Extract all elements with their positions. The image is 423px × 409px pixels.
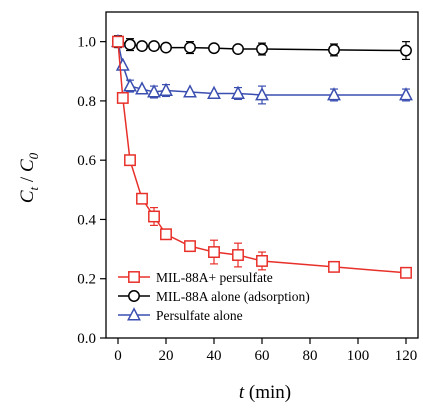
legend-item: MIL-88A+ persulfate	[118, 270, 273, 285]
data-point	[148, 210, 160, 223]
data-point	[256, 254, 268, 267]
data-point	[136, 40, 148, 53]
data-point	[184, 41, 196, 54]
x-axis-unit: (min)	[244, 382, 291, 403]
data-point	[123, 78, 137, 92]
data-point	[232, 43, 244, 55]
y-tick-label: 0.8	[77, 94, 96, 110]
legend-item: Persulfate alone	[118, 307, 243, 323]
y-axis-sub-t: t	[26, 186, 41, 190]
x-tick-label: 100	[347, 348, 370, 364]
data-point	[147, 84, 161, 98]
legend-item: MIL-88A alone (adsorption)	[118, 289, 310, 304]
series-circle	[112, 35, 412, 61]
data-point	[207, 85, 221, 99]
data-point	[184, 240, 196, 253]
data-point	[159, 82, 173, 96]
y-tick-label: 0.4	[77, 212, 96, 228]
x-axis-var: t	[239, 382, 245, 403]
data-point	[112, 35, 124, 48]
series-layer	[111, 33, 413, 279]
y-tick-label: 1.0	[77, 35, 96, 51]
x-tick-label: 0	[114, 348, 122, 364]
legend-marker	[128, 290, 140, 302]
data-point	[116, 91, 129, 104]
x-tick-label: 120	[395, 348, 418, 364]
data-point	[124, 154, 136, 167]
data-point	[399, 87, 413, 101]
y-axis-sub-0: 0	[26, 152, 41, 159]
legend-label: Persulfate alone	[156, 308, 243, 323]
x-tick-label: 40	[207, 348, 222, 364]
data-point	[327, 87, 341, 101]
data-point	[208, 246, 220, 259]
data-point	[160, 41, 172, 54]
x-tick-label: 80	[303, 348, 318, 364]
legend: MIL-88A+ persulfate MIL-88A alone (adsorp…	[118, 270, 310, 323]
data-point	[136, 192, 148, 205]
y-axis-var-2: C	[17, 159, 38, 172]
legend-label: MIL-88A+ persulfate	[156, 270, 273, 285]
data-point	[208, 42, 220, 55]
data-point	[328, 43, 340, 56]
data-point	[148, 40, 160, 53]
data-point	[160, 228, 172, 241]
data-point	[256, 43, 268, 55]
y-tick-label: 0.2	[77, 272, 96, 288]
y-tick-label: 0.0	[77, 331, 96, 347]
data-point	[232, 249, 244, 261]
y-axis-var-1: C	[17, 190, 38, 203]
data-point	[231, 85, 245, 99]
x-axis-title: t (min)	[239, 382, 291, 403]
y-axis-title: Ct / C0	[17, 152, 41, 203]
data-point	[328, 260, 340, 273]
series-square	[112, 35, 412, 279]
x-tick-label: 20	[159, 348, 174, 364]
legend-label: MIL-88A alone (adsorption)	[156, 289, 310, 304]
y-tick-label: 0.6	[77, 153, 96, 169]
legend-marker	[127, 307, 141, 321]
y-axis: 0.0 0.2 0.4 0.6 0.8 1.0	[77, 35, 106, 347]
data-point	[400, 44, 412, 57]
data-point	[115, 57, 130, 71]
y-axis-sep: /	[17, 172, 38, 187]
data-point	[183, 84, 197, 98]
x-axis: 0 20 40 60 80 100 120	[114, 338, 417, 364]
data-point	[400, 266, 412, 279]
legend-marker	[128, 271, 140, 283]
series-line	[117, 41, 407, 274]
data-point	[124, 38, 136, 51]
x-tick-label: 60	[255, 348, 270, 364]
data-point	[135, 81, 149, 95]
data-point	[255, 87, 269, 101]
